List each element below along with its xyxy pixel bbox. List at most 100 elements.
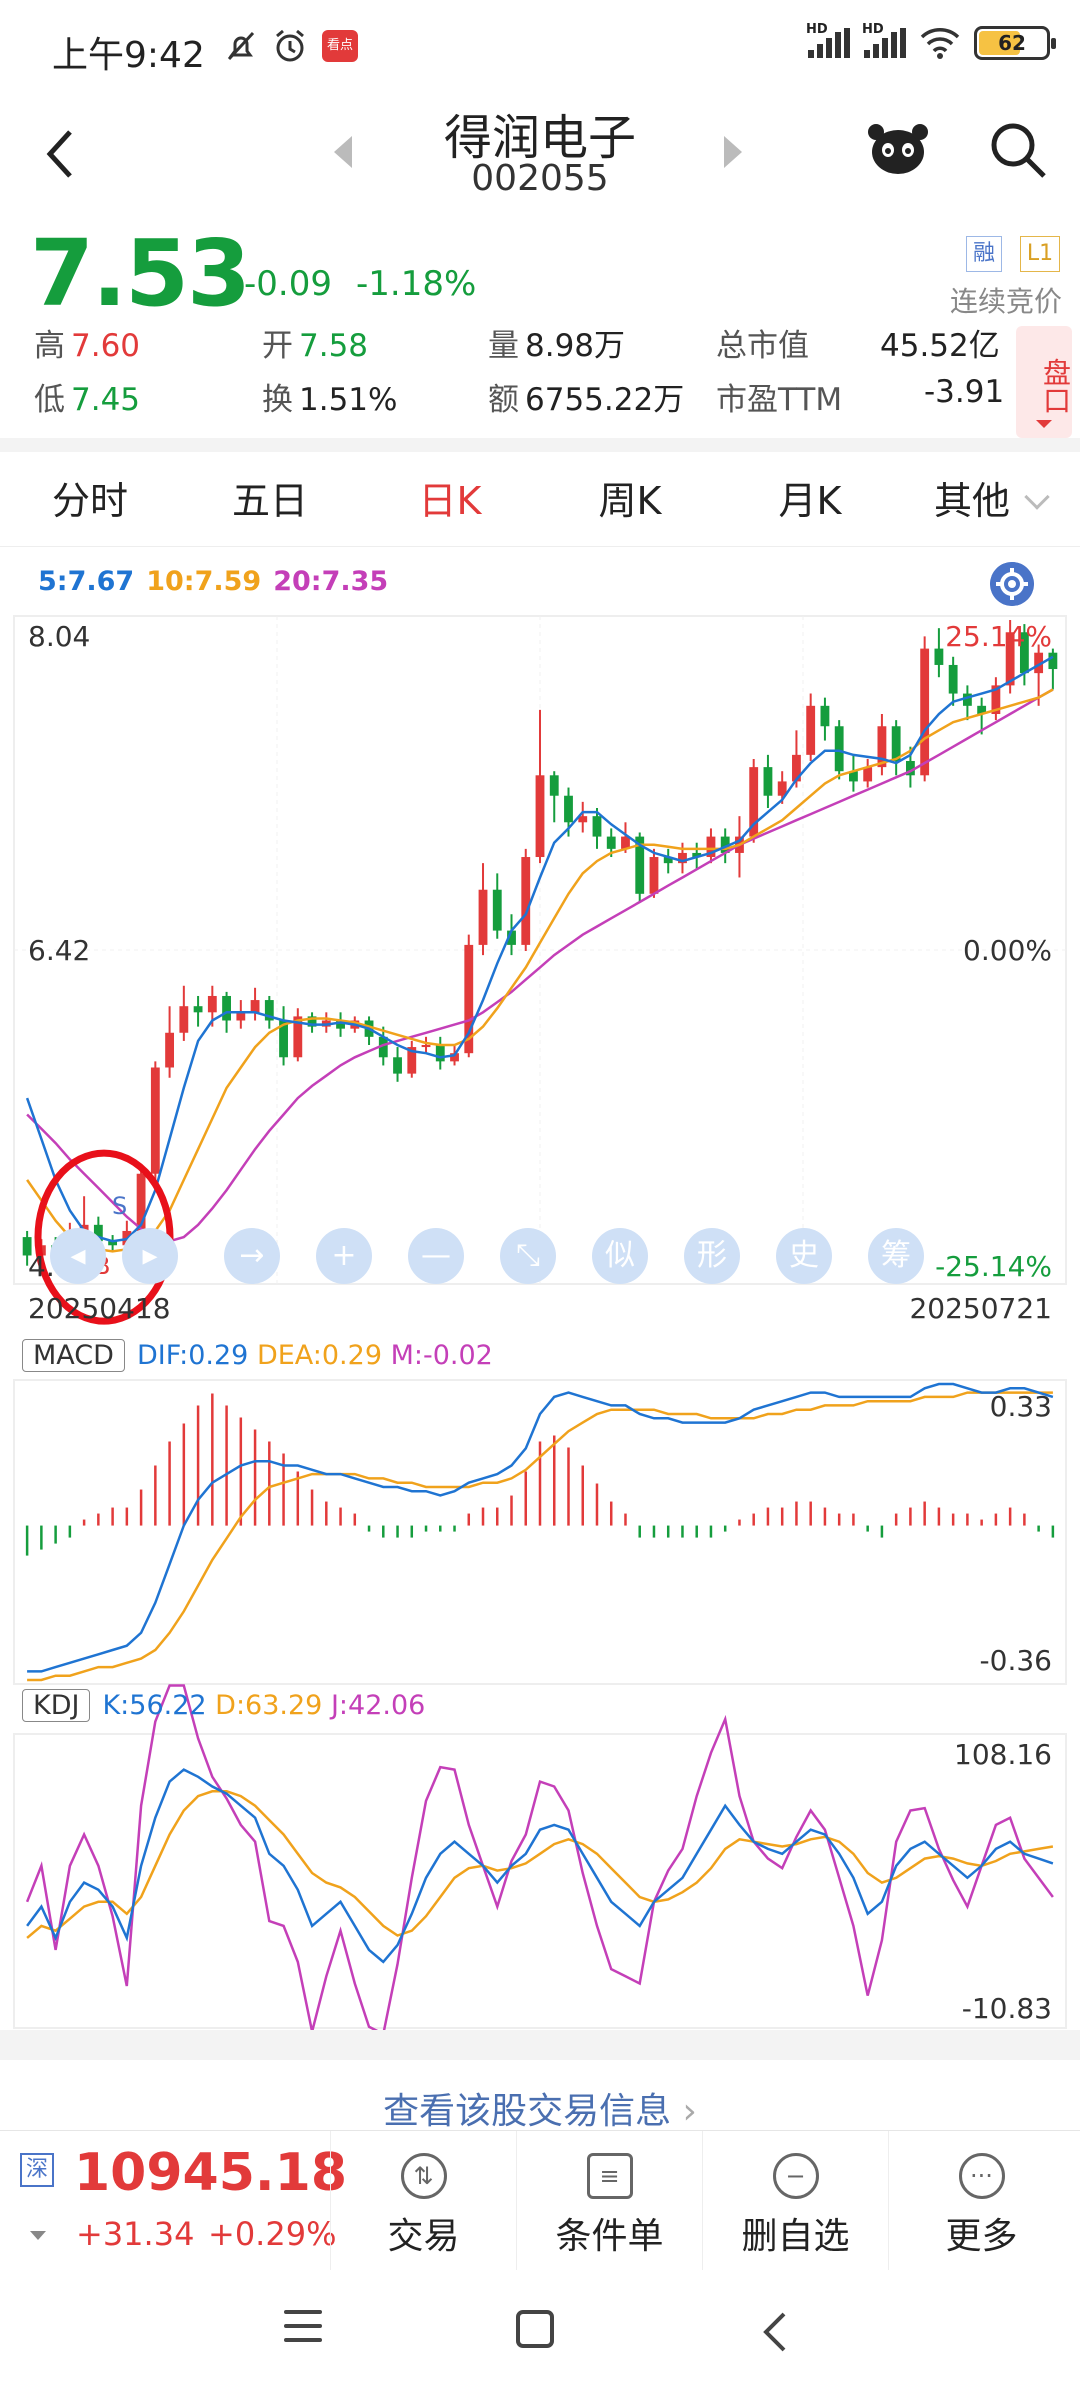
amount-row: 额 6755.22万 [488, 382, 685, 418]
pct-top-label: 25.14% [945, 620, 1052, 653]
candle-body [905, 760, 915, 776]
status-time: 上午9:42 [52, 35, 205, 76]
kdj-top-label: 108.16 [954, 1738, 1052, 1771]
prev-stock-icon[interactable] [334, 136, 352, 168]
open-row: 开 7.58 [262, 328, 369, 364]
price-change-pct: -1.18% [356, 264, 477, 304]
macd-dea-line [27, 1391, 1053, 1682]
next-stock-icon[interactable] [724, 136, 742, 168]
more-button[interactable]: ··· 更多 [888, 2131, 1074, 2271]
ma20-value: 20:7.35 [273, 566, 389, 597]
candle-body [507, 930, 516, 945]
search-icon[interactable] [986, 118, 1050, 182]
back-icon[interactable] [40, 126, 80, 182]
candle-body [962, 693, 972, 706]
low-value: 7.45 [71, 382, 141, 418]
price-max-label: 8.04 [28, 620, 91, 653]
caret-down-icon [30, 2231, 46, 2240]
candle-body [578, 816, 588, 823]
pe-value: -3.91 [924, 374, 1005, 410]
candle-body [22, 1237, 32, 1256]
divider [0, 438, 1080, 452]
panel-frame [13, 1733, 1067, 2029]
battery-level: 62 [998, 31, 1026, 55]
home-icon[interactable] [516, 2310, 554, 2348]
candle-body [621, 836, 630, 849]
high-row: 高 7.60 [34, 328, 141, 364]
chart-forward-button[interactable]: → [224, 1228, 280, 1284]
panel-frame [13, 1379, 1067, 1685]
mute-bell-icon [227, 31, 255, 61]
candle-body [920, 648, 930, 776]
tab-other[interactable]: 其他 [900, 460, 1080, 542]
open-value: 7.58 [299, 328, 369, 364]
candle-body [264, 1000, 274, 1021]
candle-body [692, 852, 702, 858]
turnover-row: 换 1.51% [262, 382, 398, 418]
mascot-icon[interactable] [866, 118, 930, 178]
tab-monthly-k[interactable]: 月K [778, 479, 842, 523]
quote-panel: 7.53 -0.09 -1.18% 融 L1 连续竞价 高 7.60 低 7.45 … [0, 216, 1080, 438]
date-end-label: 20250721 [909, 1292, 1052, 1325]
chart-similar-button[interactable]: 似 [592, 1228, 648, 1284]
candle-body [592, 816, 602, 837]
index-change: +31.34 [76, 2215, 195, 2253]
candle-body [806, 705, 816, 755]
chart-fullscreen-button[interactable]: ⤡ [500, 1228, 556, 1284]
trade-info-link[interactable]: 查看该股交易信息 › [383, 2091, 697, 2132]
macd-m: M:-0.02 [390, 1340, 493, 1371]
candle-body [150, 1067, 160, 1174]
price-mid-label: 6.42 [28, 934, 91, 967]
trade-icon: ⇅ [400, 2153, 447, 2199]
chart-nav-right-button[interactable]: ▸ [122, 1228, 178, 1284]
chart-pattern-button[interactable]: 形 [684, 1228, 740, 1284]
news-app-icon: 看点 [322, 30, 358, 62]
mktcap-label: 总市值 [716, 328, 809, 364]
candle-body [763, 767, 773, 796]
chart-history-button[interactable]: 史 [776, 1228, 832, 1284]
ma5-line [25, 655, 1054, 1243]
index-value[interactable]: 10945.18 [74, 2143, 348, 2203]
chart-zoom-out-button[interactable]: — [408, 1228, 464, 1284]
period-tabs: 分时 五日 日K 周K 月K 其他 [0, 460, 1080, 542]
index-change-pct: +0.29% [208, 2215, 337, 2253]
stock-header: 得润电子 002055 [0, 96, 1080, 216]
candle-body [720, 836, 730, 853]
candle-body [336, 1020, 345, 1029]
remove-watchlist-button[interactable]: − 删自选 [702, 2131, 888, 2271]
candle-body [891, 726, 901, 761]
kdj-k: K:56.22 [102, 1690, 207, 1721]
alarm-icon [276, 29, 304, 62]
candle-body [421, 1045, 431, 1048]
menu-icon[interactable] [284, 2310, 322, 2352]
kdj-selector[interactable]: KDJ [22, 1689, 91, 1722]
tab-weekly-k[interactable]: 周K [598, 479, 662, 523]
kdj-legend: KDJ K:56.22 D:63.29 J:42.06 [22, 1689, 425, 1722]
candle-body [706, 836, 716, 858]
chart-zoom-in-button[interactable]: + [316, 1228, 372, 1284]
trade-button[interactable]: ⇅ 交易 [330, 2131, 516, 2271]
order-book-button[interactable]: 盘口 [1016, 326, 1072, 438]
order-icon: ≡ [586, 2153, 633, 2199]
tab-intraday[interactable]: 分时 [51, 479, 128, 523]
candle-body [136, 1173, 146, 1231]
chart-settings-icon[interactable] [990, 562, 1034, 606]
kdj-j-line [25, 1684, 1054, 2030]
chart-chips-button[interactable]: 筹 [868, 1228, 924, 1284]
conditional-order-button[interactable]: ≡ 条件单 [516, 2131, 702, 2271]
nav-back-icon[interactable] [760, 2310, 790, 2354]
candle-body [777, 781, 787, 796]
trading-mode: 连续竞价 [949, 285, 1062, 318]
macd-selector[interactable]: MACD [22, 1339, 125, 1372]
kline-chart[interactable] [0, 610, 1080, 2030]
candle-body [492, 889, 502, 931]
price-change: -0.09 [244, 264, 332, 304]
tab-five-day[interactable]: 五日 [231, 479, 308, 523]
candle-body [236, 1012, 246, 1021]
tab-daily-k[interactable]: 日K [418, 479, 482, 523]
candle-body [207, 995, 217, 1013]
ma20-line [26, 688, 1054, 1243]
candle-body [450, 1053, 459, 1062]
mktcap-value: 45.52亿 [880, 328, 1000, 364]
chart-nav-left-button[interactable]: ◂ [50, 1228, 106, 1284]
